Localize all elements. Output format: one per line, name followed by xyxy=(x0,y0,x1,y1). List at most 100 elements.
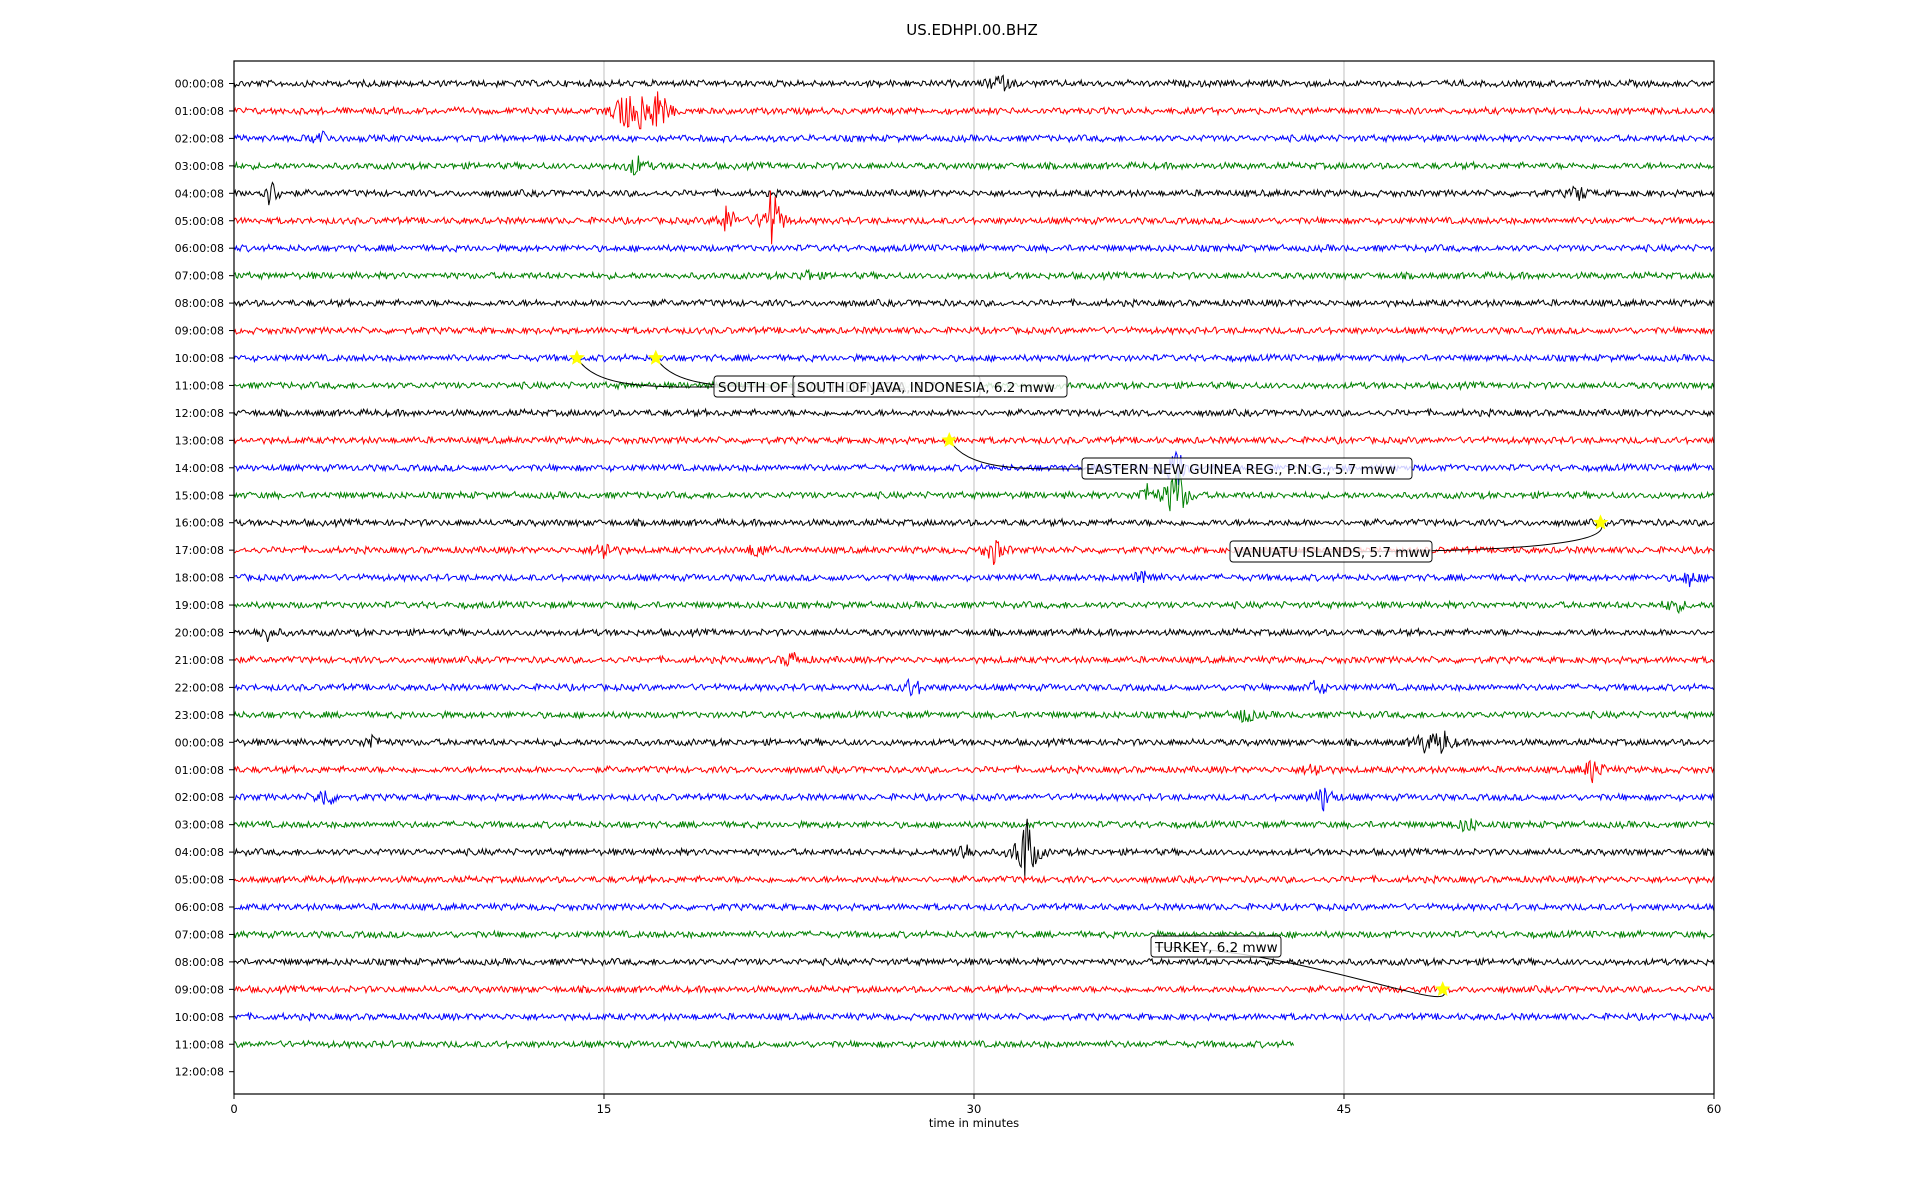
event-label: EASTERN NEW GUINEA REG., P.N.G., 5.7 mww xyxy=(1086,462,1396,478)
event-star xyxy=(1592,514,1609,530)
trace-line xyxy=(233,873,1715,885)
trace-line xyxy=(233,352,1714,364)
trace-label: 20:00:08 xyxy=(175,627,224,640)
trace-line xyxy=(233,91,1715,130)
event-label: SOUTH OF JAVA, INDONESIA, 6.2 mww xyxy=(797,380,1055,396)
trace-line xyxy=(233,599,1714,615)
trace-line xyxy=(233,759,1715,784)
trace-line xyxy=(233,190,1715,245)
trace-label: 05:00:08 xyxy=(175,215,224,228)
trace-line xyxy=(233,469,1715,512)
trace-line xyxy=(233,435,1715,446)
trace-label: 07:00:08 xyxy=(175,928,224,941)
trace-label: 00:00:08 xyxy=(175,78,224,91)
event-star xyxy=(1434,981,1451,997)
trace-label: 06:00:08 xyxy=(175,242,224,255)
plot-frame xyxy=(233,60,1715,1095)
trace-line xyxy=(233,570,1715,588)
event-star xyxy=(647,349,664,365)
trace-line xyxy=(233,1011,1714,1023)
x-tick-label: 60 xyxy=(1707,1102,1722,1116)
trace-label: 02:00:08 xyxy=(175,791,224,804)
trace-line xyxy=(233,730,1714,754)
trace-label: 08:00:08 xyxy=(175,297,224,310)
trace-label: 05:00:08 xyxy=(175,874,224,887)
trace-line xyxy=(233,677,1715,697)
trace-label: 06:00:08 xyxy=(175,901,224,914)
x-tick-label: 45 xyxy=(1337,1102,1352,1116)
trace-line xyxy=(233,1039,1295,1050)
x-axis: 0 15 30 45 60 xyxy=(230,1094,1721,1116)
trace-label: 10:00:08 xyxy=(175,1011,224,1024)
trace-line xyxy=(233,818,1715,833)
annotation-connector xyxy=(576,357,719,388)
trace-line xyxy=(233,181,1715,206)
event-star xyxy=(568,349,585,365)
trace-label: 19:00:08 xyxy=(175,599,224,612)
trace-line xyxy=(233,517,1714,529)
trace-lines xyxy=(233,74,1715,1050)
trace-label: 09:00:08 xyxy=(175,325,224,338)
trace-label: 11:00:08 xyxy=(175,379,224,392)
event-label-box xyxy=(1150,935,1282,958)
trace-line xyxy=(233,983,1714,995)
trace-line xyxy=(233,407,1715,419)
trace-line xyxy=(233,929,1714,940)
trace-line xyxy=(233,130,1714,144)
trace-line xyxy=(233,325,1714,336)
x-tick-label: 15 xyxy=(597,1102,612,1116)
trace-label: 14:00:08 xyxy=(175,462,224,475)
trace-line xyxy=(233,818,1715,878)
trace-label: 21:00:08 xyxy=(175,654,224,667)
event-label-box xyxy=(1081,457,1413,480)
x-tick-label: 0 xyxy=(230,1102,237,1116)
trace-label: 09:00:08 xyxy=(175,983,224,996)
trace-label: 12:00:08 xyxy=(175,1066,224,1079)
x-tick-label: 30 xyxy=(967,1102,982,1116)
trace-line xyxy=(233,242,1715,254)
trace-line xyxy=(233,539,1714,565)
event-label-box xyxy=(1229,540,1433,563)
trace-label: 23:00:08 xyxy=(175,709,224,722)
event-star xyxy=(941,431,958,448)
trace-label: 00:00:08 xyxy=(175,736,224,749)
x-axis-label: time in minutes xyxy=(929,1116,1019,1130)
trace-label: 11:00:08 xyxy=(175,1038,224,1051)
trace-label: 04:00:08 xyxy=(175,846,224,859)
trace-label: 02:00:08 xyxy=(175,132,224,145)
event-label: VANUATU ISLANDS, 5.7 mww xyxy=(1234,545,1430,561)
trace-line xyxy=(233,450,1714,486)
trace-line xyxy=(233,155,1714,176)
trace-label: 12:00:08 xyxy=(175,407,224,420)
event-label-box xyxy=(792,375,1068,398)
event-label: TURKEY, 6.2 mww xyxy=(1154,940,1278,956)
trace-label: 17:00:08 xyxy=(175,544,224,557)
trace-label: 13:00:08 xyxy=(175,434,224,447)
trace-label: 01:00:08 xyxy=(175,764,224,777)
chart-title: US.EDHPI.00.BHZ xyxy=(906,21,1038,39)
trace-label: 04:00:08 xyxy=(175,187,224,200)
trace-label: 22:00:08 xyxy=(175,681,224,694)
trace-label: 18:00:08 xyxy=(175,572,224,585)
trace-label: 03:00:08 xyxy=(175,819,224,832)
trace-line xyxy=(233,74,1715,92)
trace-label: 16:00:08 xyxy=(175,517,224,530)
trace-label: 10:00:08 xyxy=(175,352,224,365)
event-annotations: SOUTH OF JAVA, INDONESIA, 5.7 mbSOUTH OF… xyxy=(568,349,1609,998)
trace-line xyxy=(233,956,1715,967)
trace-label: 15:00:08 xyxy=(175,489,224,502)
annotation-connector xyxy=(948,440,1087,470)
trace-label: 03:00:08 xyxy=(175,160,224,173)
trace-line xyxy=(233,268,1715,282)
trace-line xyxy=(233,709,1715,723)
trace-line xyxy=(233,787,1715,812)
trace-label: 08:00:08 xyxy=(175,956,224,969)
trace-line xyxy=(233,901,1715,913)
trace-line xyxy=(233,297,1715,309)
trace-line xyxy=(233,627,1714,643)
trace-line xyxy=(233,652,1715,668)
trace-label: 01:00:08 xyxy=(175,105,224,118)
trace-time-labels: 00:00:08 01:00:08 02:00:08 03:00:08 04:00:08… xyxy=(175,78,234,1079)
trace-label: 07:00:08 xyxy=(175,270,224,283)
